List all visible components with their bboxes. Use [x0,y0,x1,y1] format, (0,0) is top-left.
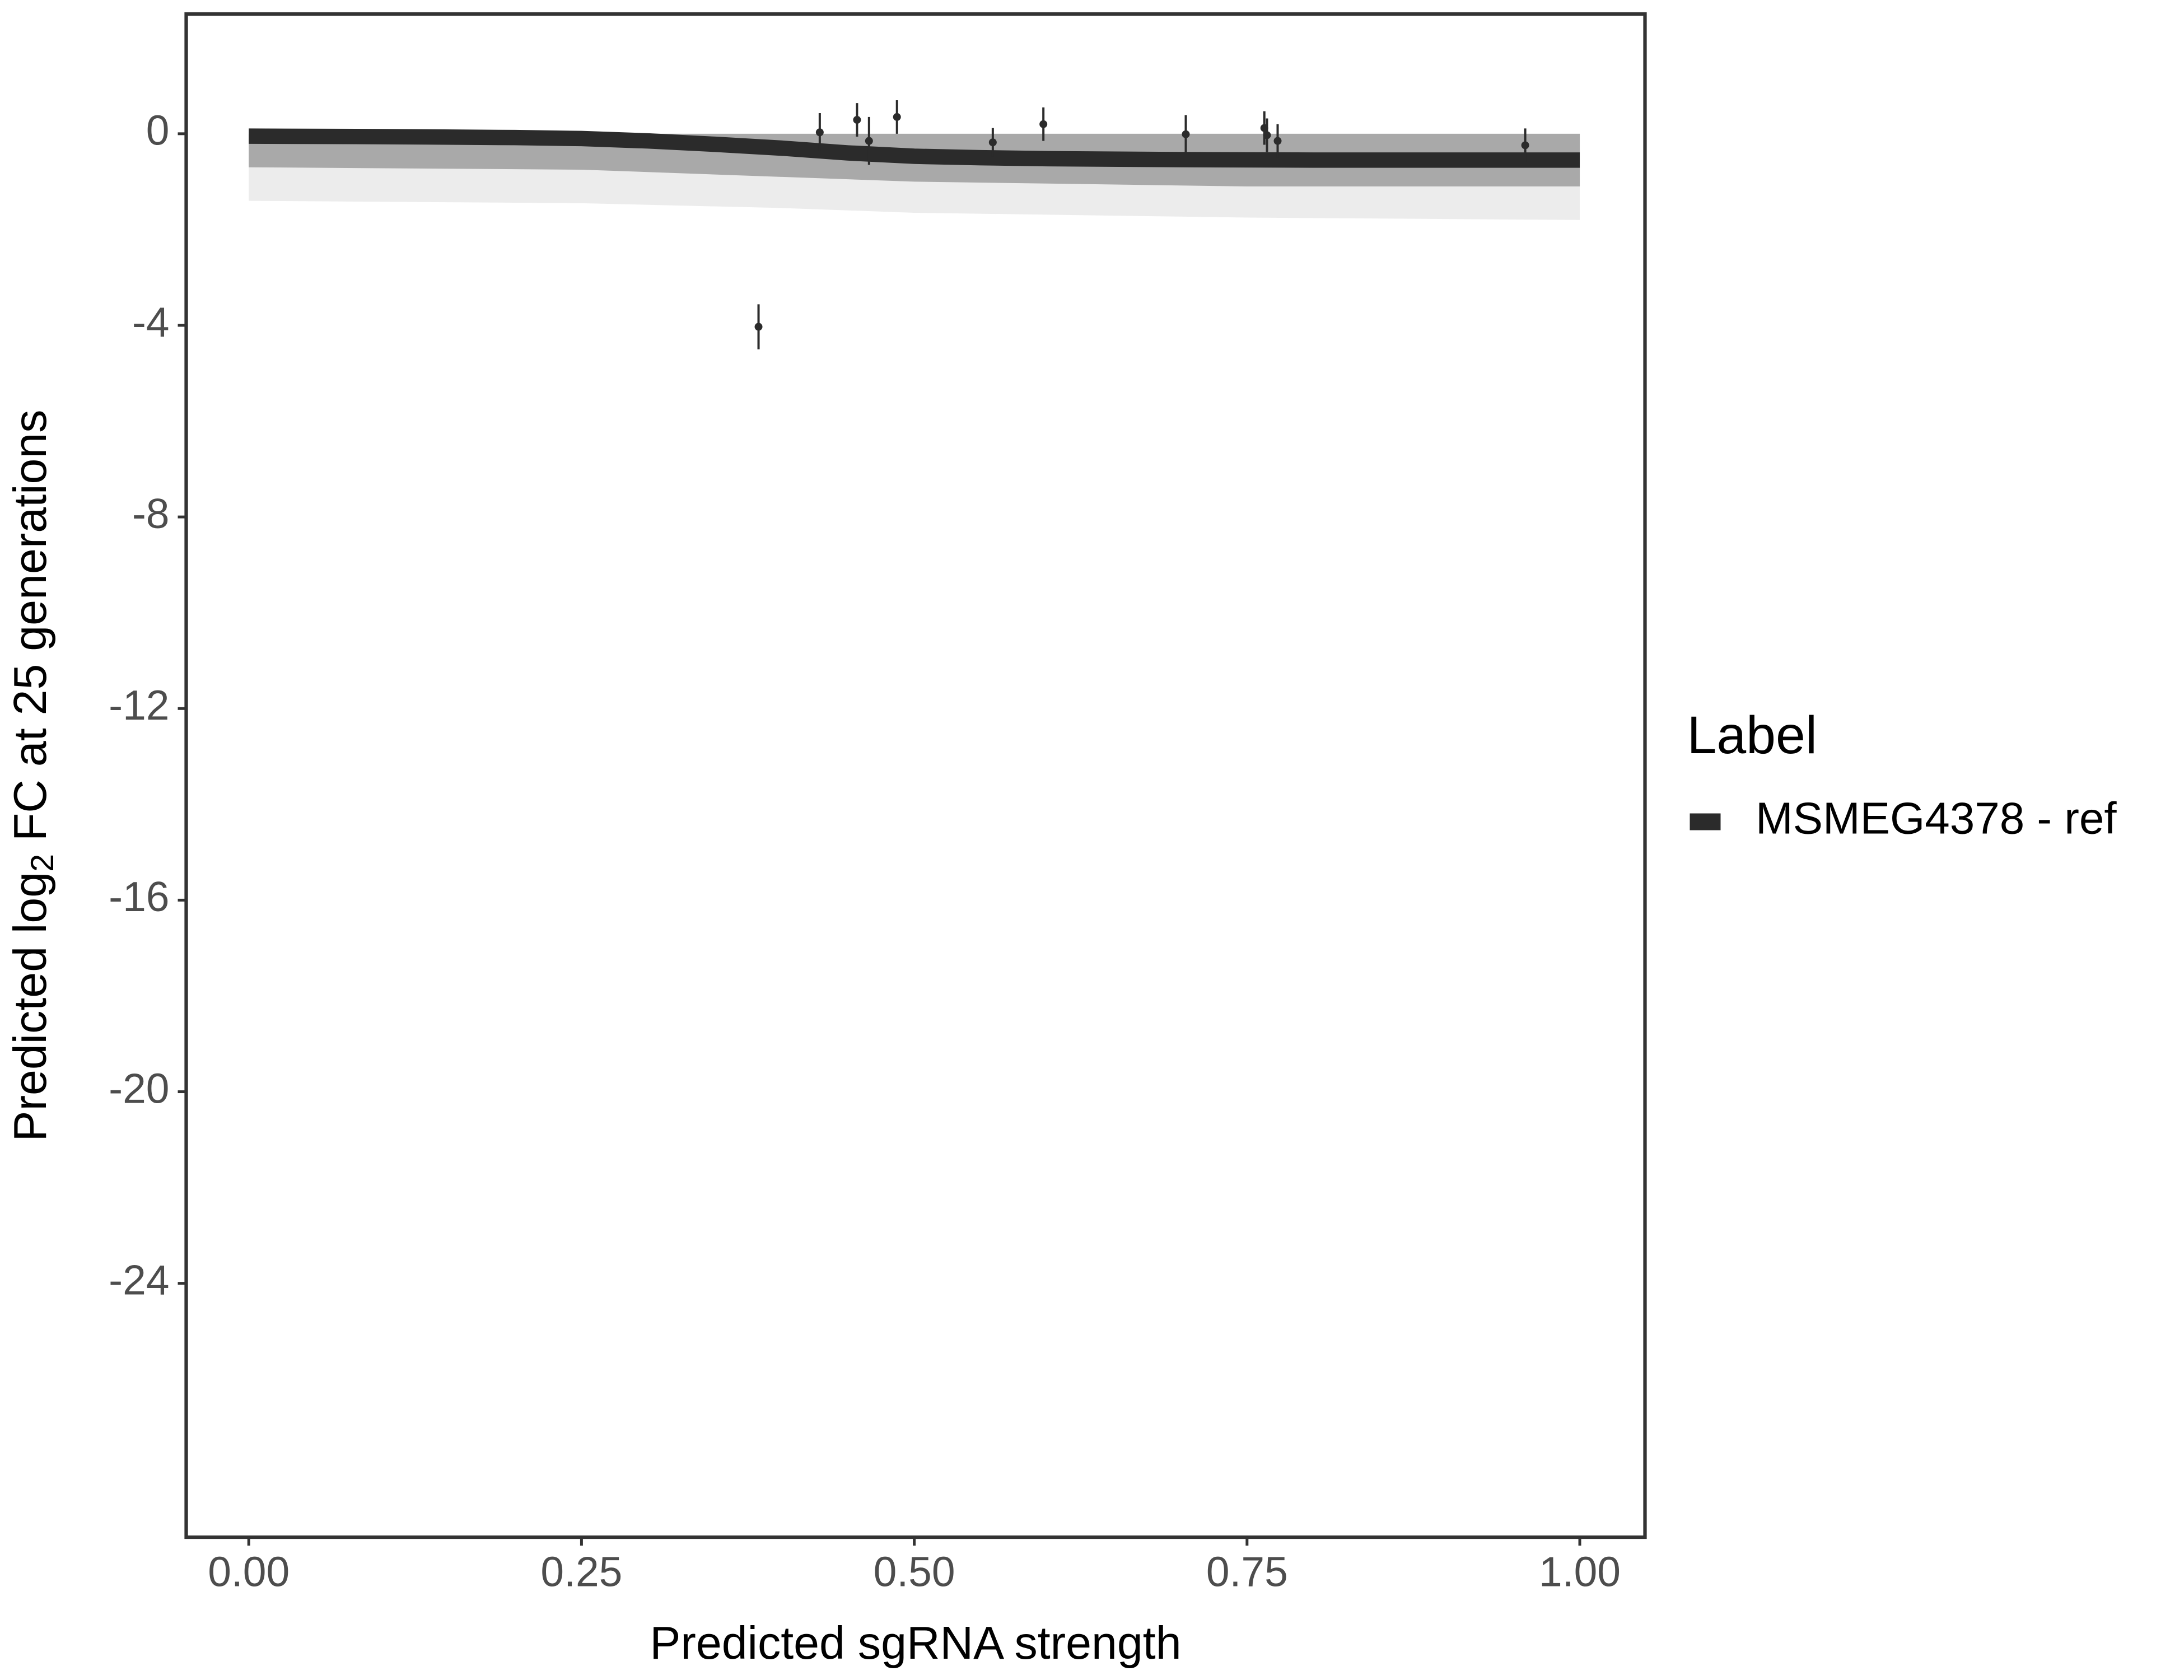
y-tick-label: -12 [109,682,169,729]
point [1273,137,1282,145]
y-tick-label: -24 [109,1256,169,1303]
x-tick-label: 1.00 [1539,1548,1621,1595]
y-title-subscript: 2 [25,854,60,872]
y-title-prefix: Predicted log [4,872,56,1142]
point [1263,131,1271,139]
point [1521,141,1529,150]
point [1039,120,1048,128]
point [893,113,901,121]
point [865,137,873,145]
legend-title: Label [1687,706,1817,765]
x-tick-label: 0.25 [540,1548,622,1595]
y-tick-label: 0 [146,107,170,154]
y-tick-label: -16 [109,873,169,920]
y-tick-label: -8 [132,490,170,537]
y-title-suffix: FC at 25 generations [4,410,56,854]
legend-key [1690,813,1721,830]
y-tick-label: -4 [132,298,170,346]
point [1182,130,1190,138]
point [988,138,997,147]
legend-label: MSMEG4378 - ref [1756,794,2117,843]
point [853,116,861,124]
point [815,128,824,137]
point [754,323,763,331]
x-tick-label: 0.50 [874,1548,955,1595]
x-tick-label: 0.00 [208,1548,290,1595]
y-tick-label: -20 [109,1065,169,1112]
fit-line [249,128,1580,168]
x-tick-label: 0.75 [1206,1548,1288,1595]
panel-border [184,12,1647,1539]
y-axis-title: Predicted log2 FC at 25 generations [4,410,60,1142]
x-axis-title: Predicted sgRNA strength [650,1617,1181,1669]
